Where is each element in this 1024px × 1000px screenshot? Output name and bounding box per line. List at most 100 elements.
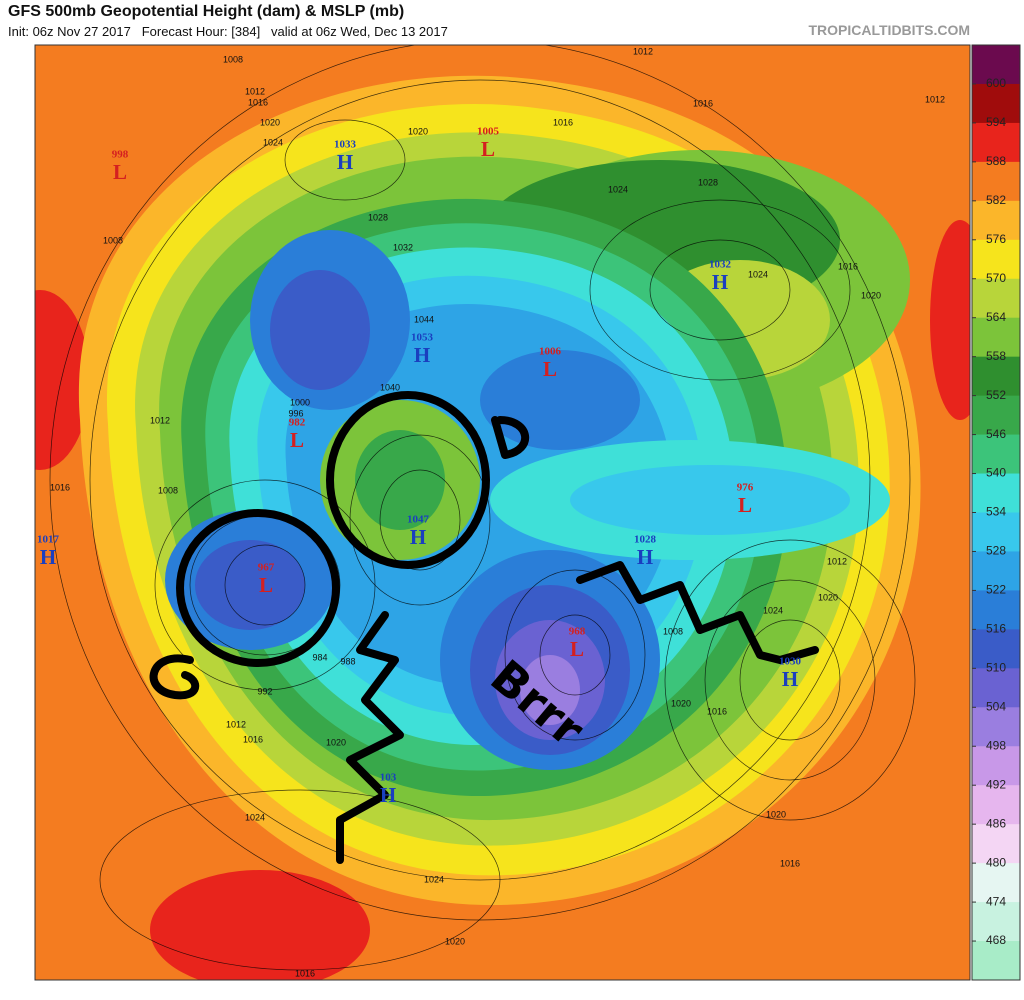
source: TROPICALTIDBITS.COM: [808, 22, 970, 38]
isobar-label: 1000: [290, 397, 310, 407]
colorbar-band: [972, 395, 1020, 436]
colorbar-label: 504: [986, 699, 1006, 713]
colorbar-label: 564: [986, 310, 1006, 324]
isobar-label: 1044: [414, 314, 434, 324]
isobar-label: 1020: [445, 936, 465, 946]
isobar-label: 1024: [424, 874, 444, 884]
pressure-value: 1017: [37, 534, 60, 546]
isobar-label: 1024: [608, 184, 628, 194]
isobar-label: 1020: [671, 698, 691, 708]
pressure-letter: H: [410, 525, 426, 549]
isobar-label: 1020: [260, 117, 280, 127]
pressure-letter: L: [570, 637, 584, 661]
colorbar-band: [972, 200, 1020, 241]
colorbar-band: [972, 746, 1020, 786]
colorbar-band: [972, 45, 1020, 85]
colorbar-band: [972, 590, 1020, 630]
isobar-label: 1016: [553, 117, 573, 127]
pressure-letter: L: [543, 357, 557, 381]
colorbar-band: [972, 83, 1020, 124]
isobar-label: 1012: [827, 556, 847, 566]
isobar-label: 1016: [248, 97, 268, 107]
isobar-label: 992: [257, 686, 272, 696]
pressure-letter: H: [380, 783, 396, 807]
colorbar: 600 594 588 582 576 570 564 558 552 546 540 534 528 5…: [971, 44, 1021, 981]
isobar-label: 1012: [925, 94, 945, 104]
colorbar-band: [972, 941, 1020, 981]
isobar-label: 1016: [693, 98, 713, 108]
pressure-value: 103: [380, 772, 397, 784]
colorbar-label: 480: [986, 855, 1006, 869]
pressure-value: 1047: [407, 514, 430, 526]
colorbar-label: 468: [986, 933, 1006, 947]
isobar-label: 1016: [50, 482, 70, 492]
colorbar-band: [972, 629, 1020, 669]
colorbar-label: 522: [986, 583, 1006, 597]
isobar-label: 1020: [326, 737, 346, 747]
pressure-value: 982: [289, 417, 306, 429]
pressure-value: 968: [569, 626, 586, 638]
colorbar-label: 534: [986, 505, 1006, 519]
pressure-value: 998: [112, 149, 129, 161]
isobar-label: 1008: [223, 54, 243, 64]
colorbar-label: 594: [986, 115, 1006, 129]
isobar-label: 988: [340, 656, 355, 666]
isobar-label: 1012: [150, 415, 170, 425]
pressure-value: 1006: [539, 346, 562, 358]
colorbar-frame: [971, 44, 1021, 981]
colorbar-label: 486: [986, 816, 1006, 830]
map-frame: [34, 44, 971, 981]
subtitle: Init: 06z Nov 27 2017 Forecast Hour: [38…: [8, 24, 448, 39]
isobar-label: 1040: [380, 382, 400, 392]
colorbar-band: [972, 785, 1020, 825]
colorbar-band: [972, 707, 1020, 747]
colorbar-label: 516: [986, 622, 1006, 636]
colorbar-band: [972, 434, 1020, 475]
colorbar-label: 492: [986, 777, 1006, 791]
colorbar-band: [972, 161, 1020, 202]
colorbar-band: [972, 512, 1020, 552]
pressure-value: 1032: [709, 259, 732, 271]
colorbar-label: 510: [986, 661, 1006, 675]
isobar-label: 1020: [766, 809, 786, 819]
pressure-value: 1053: [411, 332, 434, 344]
pressure-letter: L: [290, 428, 304, 452]
pressure-letter: L: [738, 493, 752, 517]
isobar-label: 1008: [663, 626, 683, 636]
colorbar-band: [972, 356, 1020, 397]
pressure-value: 1028: [634, 534, 657, 546]
colorbar-label: 600: [986, 76, 1006, 90]
hand-drawing: [149, 391, 819, 864]
colorbar-label: 576: [986, 232, 1006, 246]
isobar-label: 1012: [245, 86, 265, 96]
colorbar-label: 570: [986, 271, 1006, 285]
isobar-label: 1028: [698, 177, 718, 187]
colorbar-band: [972, 824, 1020, 864]
colorbar-band: [972, 239, 1020, 280]
isobar-label: 1024: [748, 269, 768, 279]
isobar-label: 1020: [408, 126, 428, 136]
colorbar-band: [972, 902, 1020, 942]
isobar-label: 1024: [263, 137, 283, 147]
colorbar-label: 552: [986, 388, 1006, 402]
pressure-letter: H: [712, 270, 728, 294]
colorbar-label: 582: [986, 193, 1006, 207]
colorbar-band: [972, 863, 1020, 903]
colorbar-band: [972, 473, 1020, 513]
isobar-label: 1020: [818, 592, 838, 602]
pressure-letter: L: [481, 137, 495, 161]
isobar-label: 1032: [393, 242, 413, 252]
title: GFS 500mb Geopotential Height (dam) & MS…: [8, 3, 404, 20]
isobar-label: 1012: [226, 719, 246, 729]
isobar-label: 1016: [838, 261, 858, 271]
colorbar-label: 498: [986, 738, 1006, 752]
isobar-label: 1024: [245, 812, 265, 822]
pressure-value: 1030: [779, 656, 802, 668]
colorbar-label: 540: [986, 466, 1006, 480]
pressure-value: 976: [737, 482, 754, 494]
isobar-label: 996: [288, 408, 303, 418]
isobar-label: 1016: [780, 858, 800, 868]
colorbar-band: [972, 278, 1020, 319]
